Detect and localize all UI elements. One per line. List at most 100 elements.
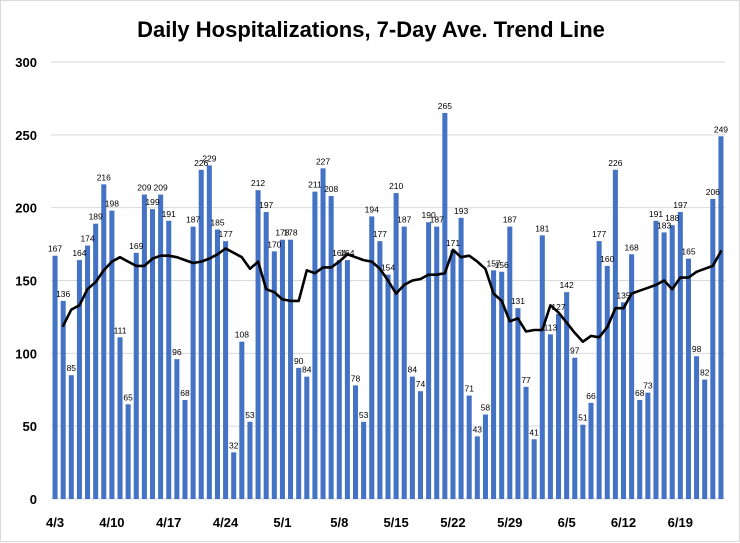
bar xyxy=(239,341,245,499)
data-label: 194 xyxy=(365,204,379,214)
bar xyxy=(344,260,350,499)
y-tick-label: 0 xyxy=(30,492,37,507)
y-axis-ticks: 0 50 100 150 200 250 300 xyxy=(15,55,37,507)
bar xyxy=(620,302,627,499)
bar xyxy=(85,245,91,499)
data-label: 165 xyxy=(681,247,695,257)
bar xyxy=(653,220,659,499)
bar xyxy=(141,194,147,499)
data-label: 209 xyxy=(137,183,151,193)
x-tick-label: 4/3 xyxy=(46,515,64,530)
data-label: 58 xyxy=(481,403,491,413)
data-label: 188 xyxy=(665,213,679,223)
data-label: 98 xyxy=(692,344,702,354)
data-label: 167 xyxy=(48,244,62,254)
bar xyxy=(564,292,570,499)
data-label: 168 xyxy=(625,242,639,252)
y-tick-label: 250 xyxy=(15,128,37,143)
bar xyxy=(491,270,497,499)
data-label: 74 xyxy=(416,379,426,389)
bar xyxy=(434,226,440,499)
bar xyxy=(101,184,107,500)
bar xyxy=(353,385,359,499)
data-label: 164 xyxy=(332,248,346,258)
bar xyxy=(612,169,618,499)
bar xyxy=(677,212,683,499)
data-label: 68 xyxy=(635,388,645,398)
x-tick-label: 6/12 xyxy=(611,515,636,530)
bar xyxy=(718,136,724,500)
bar xyxy=(93,223,99,499)
data-label: 157 xyxy=(486,258,500,268)
data-label: 43 xyxy=(473,424,483,434)
data-label: 174 xyxy=(80,234,94,244)
data-label: 210 xyxy=(389,181,403,191)
data-label: 131 xyxy=(511,296,525,306)
bar xyxy=(426,222,432,499)
bar xyxy=(361,421,367,499)
data-label: 135 xyxy=(616,290,630,300)
data-label: 51 xyxy=(578,413,588,423)
bar xyxy=(158,194,164,499)
data-label: 164 xyxy=(340,248,354,258)
data-label: 209 xyxy=(154,183,168,193)
data-label: 185 xyxy=(210,218,224,228)
data-label: 71 xyxy=(464,384,474,394)
bar xyxy=(174,359,180,499)
bar xyxy=(296,367,302,499)
bar xyxy=(336,260,342,499)
data-label: 208 xyxy=(324,184,338,194)
bar xyxy=(385,274,391,499)
x-tick-label: 5/29 xyxy=(497,515,522,530)
bar xyxy=(482,414,488,499)
data-label: 190 xyxy=(422,210,436,220)
data-label: 170 xyxy=(267,239,281,249)
data-labels: 167 136 85 164 174 189 216 198 111 65 169 209 199 209… xyxy=(48,101,728,450)
bar xyxy=(580,424,586,499)
y-tick-label: 200 xyxy=(15,201,37,216)
data-label: 68 xyxy=(180,388,190,398)
bar xyxy=(312,191,318,500)
bar xyxy=(68,375,74,499)
data-label: 90 xyxy=(294,356,304,366)
data-label: 211 xyxy=(308,180,322,190)
data-label: 229 xyxy=(202,153,216,163)
bar xyxy=(76,260,82,499)
bar xyxy=(694,356,700,499)
data-label: 96 xyxy=(172,347,182,357)
bar xyxy=(190,226,196,499)
bar xyxy=(231,452,237,499)
data-label: 206 xyxy=(706,187,720,197)
bar xyxy=(531,439,537,499)
bar xyxy=(255,190,261,500)
data-label: 108 xyxy=(235,330,249,340)
bar xyxy=(369,216,375,499)
bar xyxy=(214,229,220,499)
y-tick-label: 100 xyxy=(15,346,37,361)
data-label: 97 xyxy=(570,346,580,356)
data-label: 142 xyxy=(560,280,574,290)
bar xyxy=(60,300,66,499)
data-label: 198 xyxy=(105,199,119,209)
trend-line xyxy=(61,247,723,344)
y-tick-label: 150 xyxy=(15,274,37,289)
data-label: 73 xyxy=(643,381,653,391)
bar xyxy=(547,334,553,499)
data-label: 84 xyxy=(302,365,312,375)
bar xyxy=(515,308,521,499)
data-label: 183 xyxy=(657,220,671,230)
data-label: 154 xyxy=(381,263,395,273)
bar xyxy=(125,404,131,499)
bar xyxy=(572,357,578,499)
bar xyxy=(166,220,172,499)
data-label: 226 xyxy=(608,158,622,168)
bar xyxy=(109,210,115,499)
bar xyxy=(458,217,464,499)
bar xyxy=(198,169,204,499)
bar xyxy=(223,241,229,500)
bar xyxy=(685,258,691,499)
x-tick-label: 5/22 xyxy=(440,515,465,530)
x-tick-label: 6/5 xyxy=(558,515,576,530)
data-label: 113 xyxy=(544,322,558,332)
data-label: 227 xyxy=(316,156,330,166)
